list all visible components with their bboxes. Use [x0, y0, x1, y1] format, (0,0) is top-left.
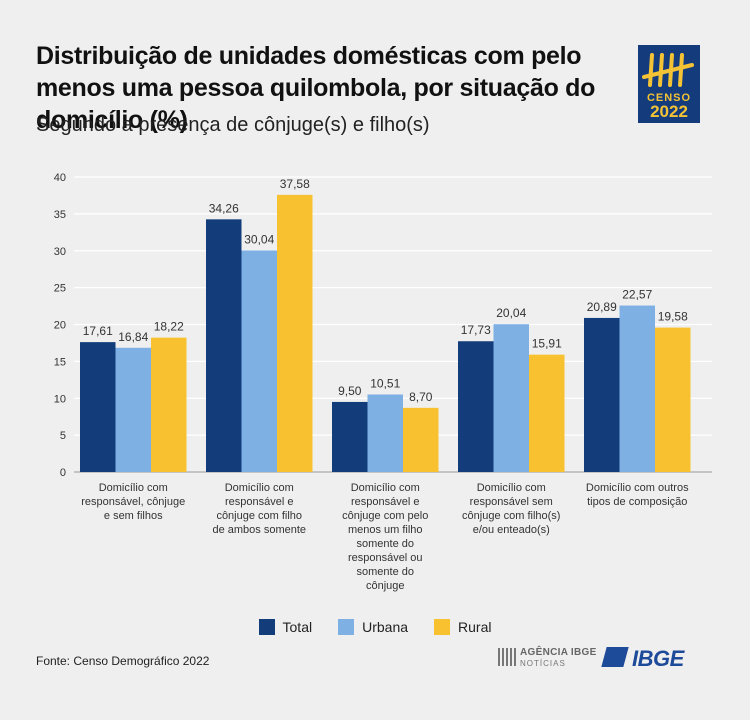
data-label: 20,89 — [587, 300, 617, 314]
y-tick-label: 20 — [54, 320, 66, 332]
legend-swatch — [258, 619, 275, 635]
bar-urbana — [241, 250, 277, 472]
tally-marks-icon — [642, 53, 694, 87]
y-tick-label: 0 — [60, 467, 66, 479]
category-label-line: e/ou enteado(s) — [472, 524, 550, 536]
category-label-line: responsável ou — [347, 552, 423, 564]
bar-rural — [655, 327, 691, 472]
bar-urbana — [115, 347, 151, 472]
category-label-line: cônjuge com pelo — [342, 510, 429, 522]
category-label: Domicílio com responsável e cônjuge com fi… — [194, 481, 324, 537]
category-label-line: somente do — [356, 566, 414, 578]
chart-title: Distribuição de unidades domésticas com … — [36, 42, 596, 134]
legend-item-total: Total — [258, 619, 313, 635]
category-label-line: Domicílio com outros — [585, 482, 689, 494]
category-label: Domicílio com responsável e cônjuge com pe… — [320, 481, 450, 593]
y-tick-label: 15 — [54, 356, 66, 368]
bar-chart: 0 5 10 15 20 25 30 35 40 17,61 34,26 9,50 17,73 20,89… — [54, 172, 712, 479]
data-label: 34,26 — [209, 201, 239, 215]
y-tick-label: 5 — [60, 430, 66, 442]
category-label-line: Domicílio com — [224, 482, 294, 494]
bar-urbana — [493, 324, 529, 472]
noticias-text: NOTÍCIAS — [520, 659, 566, 668]
data-label: 30,04 — [244, 232, 274, 246]
bar-total — [584, 317, 620, 472]
legend-label: Rural — [458, 619, 492, 635]
bar-total — [458, 341, 494, 472]
category-label-line: responsável e — [225, 496, 294, 508]
legend-label: Total — [282, 619, 313, 635]
data-label: 16,84 — [118, 330, 148, 344]
category-label: Domicílio com outros tipos de composição — [572, 481, 702, 509]
agencia-ibge-logo: AGÊNCIA IBGE NOTÍCIAS — [498, 646, 598, 670]
bar-rural — [529, 354, 565, 472]
bar-total — [80, 342, 116, 472]
category-label-line: cônjuge com filho(s) — [462, 510, 561, 522]
bar-urbana — [619, 305, 655, 472]
category-label-line: cônjuge com filho — [216, 510, 303, 522]
bar-total — [206, 219, 242, 472]
data-label: 18,22 — [154, 320, 184, 334]
bar-rural — [403, 407, 439, 472]
data-label: 9,50 — [338, 384, 362, 398]
agencia-text: AGÊNCIA IBGE — [520, 647, 597, 658]
legend-label: Urbana — [362, 619, 409, 635]
category-label-line: Domicílio com — [476, 482, 546, 494]
legend-swatch — [434, 619, 451, 635]
legend-item-rural: Rural — [434, 619, 491, 635]
category-label-line: responsável sem — [469, 496, 553, 508]
ibge-text: IBGE — [632, 646, 684, 671]
ibge-logo: IBGE — [601, 644, 700, 672]
data-label: 19,58 — [658, 310, 688, 324]
data-label: 37,58 — [280, 177, 310, 191]
data-label: 17,73 — [461, 323, 491, 337]
category-label-line: responsável, cônjuge — [81, 496, 186, 508]
data-label: 20,04 — [496, 306, 526, 320]
data-label: 8,70 — [409, 390, 433, 404]
legend-swatch — [338, 619, 355, 635]
y-tick-label: 25 — [54, 283, 66, 295]
category-label-line: Domicílio com — [350, 482, 420, 494]
category-label-line: responsável e — [351, 496, 420, 508]
data-label: 17,61 — [83, 324, 113, 338]
logo-censo-text: CENSO — [646, 92, 692, 104]
y-tick-label: 40 — [54, 172, 66, 184]
bar-total — [332, 401, 368, 472]
category-label-line: menos um filho — [347, 524, 423, 536]
category-label-line: e sem filhos — [103, 510, 163, 522]
category-label: Domicílio com responsável sem cônjuge com … — [446, 481, 576, 537]
category-label-line: Domicílio com — [98, 482, 168, 494]
chart-legend: Total Urbana Rural — [0, 619, 750, 635]
ibge-mark-icon — [601, 647, 629, 667]
category-label-line: somente do — [356, 538, 414, 550]
chart-subtitle: Segundo a presença de cônjuge(s) e filho… — [36, 114, 430, 136]
category-label-line: tipos de composição — [587, 496, 688, 508]
y-tick-label: 10 — [54, 393, 66, 405]
data-label: 22,57 — [622, 288, 652, 302]
category-label: Domicílio com responsável, cônjuge e sem f… — [68, 481, 198, 523]
bar-rural — [277, 194, 313, 472]
bar-urbana — [367, 394, 403, 472]
category-label-line: cônjuge — [365, 580, 405, 592]
category-label-line: de ambos somente — [212, 524, 307, 536]
logo-year-text: 2022 — [650, 102, 688, 121]
data-label: 10,51 — [370, 376, 400, 390]
censo-logo: CENSO 2022 — [638, 45, 700, 123]
agencia-mark-icon — [498, 648, 516, 666]
legend-item-urbana: Urbana — [338, 619, 408, 635]
source-note: Fonte: Censo Demográfico 2022 — [36, 654, 210, 668]
y-tick-label: 30 — [54, 246, 66, 258]
bar-rural — [151, 337, 187, 472]
y-tick-label: 35 — [54, 209, 66, 221]
data-label: 15,91 — [532, 337, 562, 351]
